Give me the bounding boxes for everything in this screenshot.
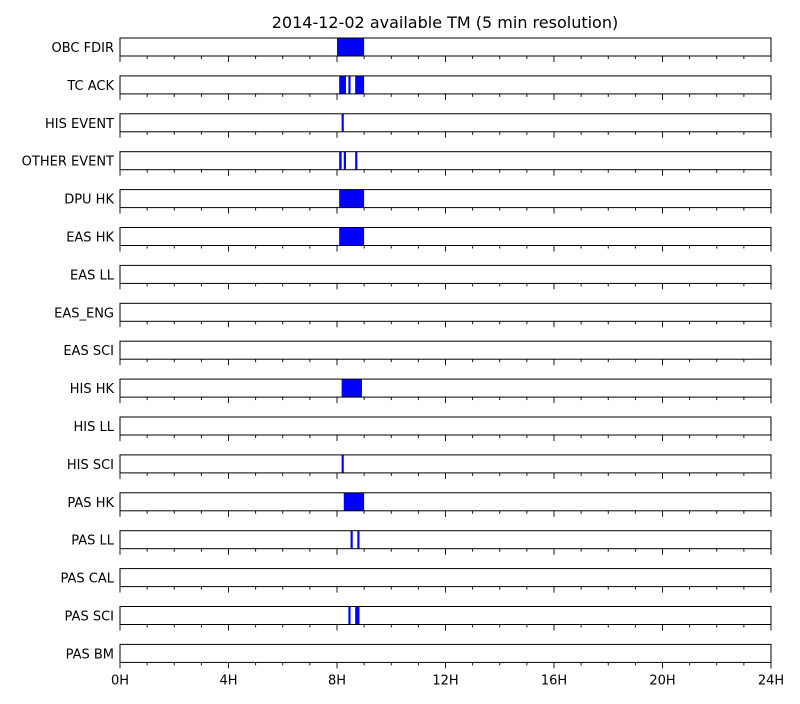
row-frame-pas-sci xyxy=(119,606,772,625)
bar-tc-ack-2 xyxy=(348,75,351,94)
row-label-other-event: OTHER EVENT xyxy=(22,155,114,170)
row-label-pas-cal: PAS CAL xyxy=(61,572,115,587)
row-label-obc-fdir: OBC FDIR xyxy=(52,41,115,56)
bar-pas-hk-1 xyxy=(343,492,365,511)
row-frame-pas-ll xyxy=(119,530,772,550)
bar-other-event-2 xyxy=(343,151,346,170)
row-label-pas-hk: PAS HK xyxy=(67,496,114,511)
bar-pas-ll-2 xyxy=(357,530,360,549)
bar-obc-fdir-1 xyxy=(337,38,365,56)
bar-other-event-1 xyxy=(339,151,342,170)
row-label-dpu-hk: DPU HK xyxy=(64,193,114,208)
row-label-his-sci: HIS SCI xyxy=(67,458,114,473)
x-tick-label-12: 12H xyxy=(432,673,458,688)
row-frame-pas-bm xyxy=(119,643,772,663)
row-frame-obc-fdir xyxy=(119,37,772,57)
row-frame-eas-ll xyxy=(119,264,772,284)
row-label-his-event: HIS EVENT xyxy=(45,117,114,132)
row-label-pas-sci: PAS SCI xyxy=(65,610,114,625)
bar-his-sci-1 xyxy=(341,454,344,473)
row-label-pas-ll: PAS LL xyxy=(71,534,115,549)
x-tick-label-8: 8H xyxy=(328,673,346,688)
x-tick-label-20: 20H xyxy=(649,673,675,688)
x-tick-label-24: 24H xyxy=(758,673,784,688)
row-frame-eas-sci xyxy=(119,340,772,360)
x-tick-label-0: 0H xyxy=(111,673,129,688)
row-frame-eas-hk xyxy=(119,227,772,246)
row-frame-eas-eng xyxy=(119,302,772,322)
row-frame-pas-cal xyxy=(119,568,772,588)
x-tick-label-4: 4H xyxy=(219,673,237,688)
row-frame-tc-ack xyxy=(119,75,772,95)
row-frame-his-event xyxy=(119,113,772,133)
bar-his-event-1 xyxy=(341,113,344,132)
row-frame-his-hk xyxy=(119,378,772,398)
row-frame-his-sci xyxy=(119,454,772,474)
bar-his-hk-1 xyxy=(341,379,362,398)
row-frame-other-event xyxy=(119,151,772,171)
bar-tc-ack-4 xyxy=(359,75,365,94)
row-frame-dpu-hk xyxy=(119,189,772,209)
bar-pas-sci-2 xyxy=(355,606,360,625)
row-label-eas-ll: EAS LL xyxy=(70,268,115,283)
row-label-tc-ack: TC ACK xyxy=(66,79,114,94)
row-label-eas-sci: EAS SCI xyxy=(63,344,114,359)
row-label-eas-eng: EAS_ENG xyxy=(54,306,114,321)
row-label-eas-hk: EAS HK xyxy=(66,231,114,246)
bar-tc-ack-1 xyxy=(339,75,346,94)
bar-pas-sci-1 xyxy=(348,606,351,625)
x-tick-label-16: 16H xyxy=(541,673,567,688)
row-label-his-hk: HIS HK xyxy=(70,382,115,397)
row-label-pas-bm: PAS BM xyxy=(66,647,114,662)
row-frame-pas-hk xyxy=(119,492,772,512)
bar-tc-ack-3 xyxy=(355,75,360,94)
bar-eas-hk-1 xyxy=(339,227,365,246)
bar-other-event-3 xyxy=(355,151,358,170)
bar-dpu-hk-1 xyxy=(339,189,365,208)
chart-title: 2014-12-02 available TM (5 min resolutio… xyxy=(271,13,619,32)
row-label-his-ll: HIS LL xyxy=(74,420,115,435)
bar-pas-ll-1 xyxy=(350,530,353,549)
row-frame-his-ll xyxy=(119,416,772,436)
